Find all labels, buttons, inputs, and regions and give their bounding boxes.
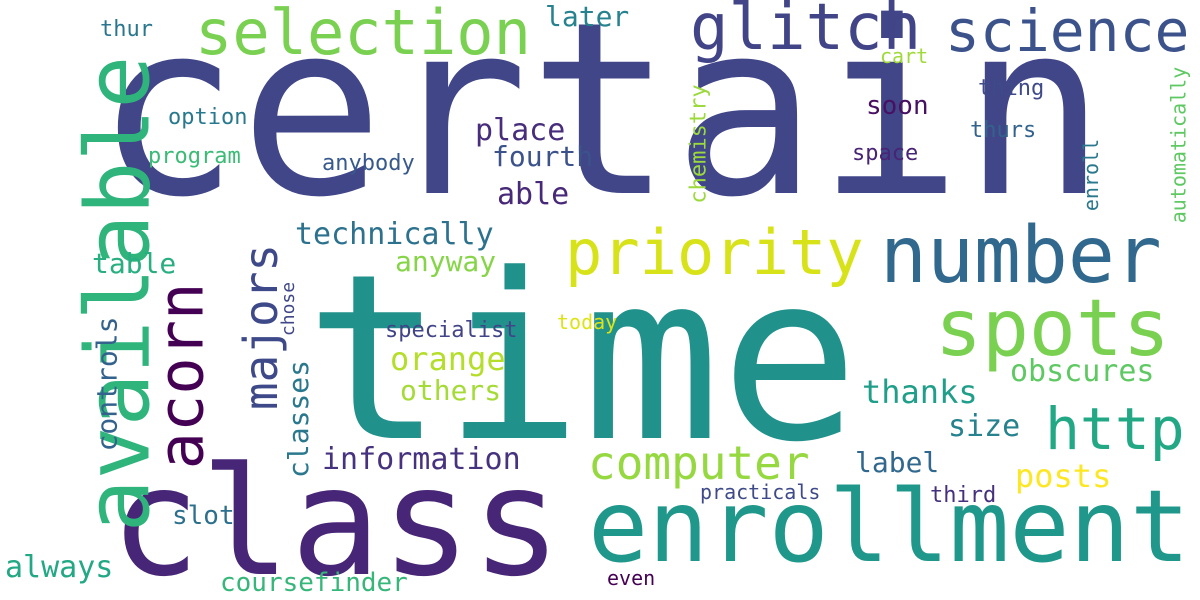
word-selection: selection — [195, 0, 531, 69]
word-classes: classes — [282, 359, 316, 479]
word-anybody: anybody — [322, 151, 415, 176]
word-place: place — [475, 113, 566, 148]
word-size: size — [948, 409, 1021, 444]
word-space: space — [852, 141, 919, 166]
word-enroll: enroll — [1079, 138, 1104, 212]
word-chose: chose — [278, 281, 300, 337]
word-option: option — [168, 105, 248, 130]
word-always: always — [5, 550, 114, 585]
word-automatically: automatically — [1166, 66, 1191, 224]
word-controls: controls — [90, 316, 124, 452]
word-slot: slot — [172, 501, 235, 531]
word-thur: thur — [100, 17, 153, 42]
word-today: today — [557, 310, 618, 334]
word-thurs: thurs — [970, 118, 1037, 143]
word-anyway: anyway — [395, 245, 497, 278]
word-science: science — [945, 0, 1190, 65]
word-chemistry: chemistry — [686, 84, 712, 204]
word-practicals: practicals — [700, 480, 821, 504]
word-coursefinder: coursefinder — [220, 568, 408, 598]
word-orange: orange — [390, 340, 506, 378]
word-priority: priority — [565, 216, 864, 289]
word-class: class — [110, 436, 562, 600]
word-able: able — [497, 177, 570, 212]
word-certain: certain — [95, 0, 1107, 250]
word-computer: computer — [588, 436, 810, 490]
word-others: others — [400, 374, 502, 407]
word-third: third — [930, 483, 997, 508]
word-specialist: specialist — [385, 318, 518, 343]
word-http: http — [1045, 395, 1185, 463]
word-posts: posts — [1015, 457, 1112, 495]
word-glitch: glitch — [690, 0, 922, 65]
word-soon: soon — [866, 91, 929, 121]
word-later: later — [545, 0, 630, 33]
word-technically: technically — [295, 217, 494, 252]
word-cart: cart — [880, 44, 929, 68]
word-number: number — [880, 211, 1162, 301]
word-acorn: acorn — [144, 282, 218, 470]
word-spots: spots — [935, 284, 1170, 374]
word-enrollment: enrollment — [588, 468, 1191, 585]
word-table: table — [92, 247, 177, 280]
word-information: information — [322, 442, 521, 477]
word-label: label — [855, 446, 940, 479]
word-program: program — [148, 144, 241, 169]
word-even: even — [607, 566, 656, 590]
word-time: time — [305, 226, 859, 493]
word-thing: thing — [978, 76, 1045, 101]
word-thanks: thanks — [862, 373, 978, 411]
word-fourth: fourth — [492, 140, 594, 173]
word-obscures: obscures — [1010, 354, 1155, 389]
